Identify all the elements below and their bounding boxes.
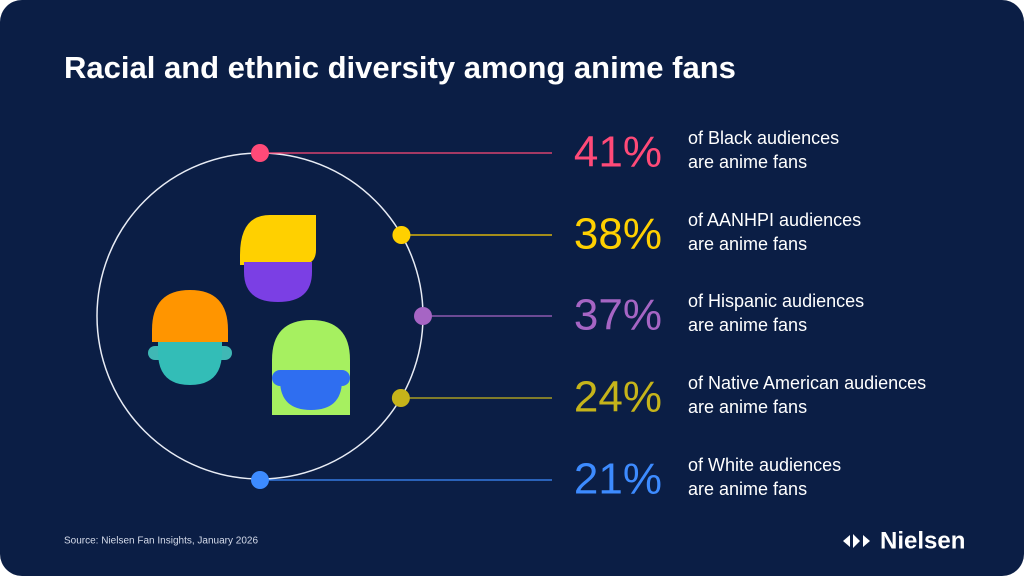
stat-line: are anime fans — [688, 479, 807, 499]
stat-value: 37% — [574, 291, 662, 340]
dot — [392, 226, 411, 244]
face — [158, 342, 222, 385]
stat-value: 21% — [574, 455, 662, 504]
stat-line: of Hispanic audiences — [688, 291, 864, 311]
stat-line: are anime fans — [688, 397, 807, 417]
dot — [414, 307, 432, 325]
stat-line: are anime fans — [688, 152, 807, 172]
stat-line: are anime fans — [688, 315, 807, 335]
face-hat — [152, 290, 228, 342]
face-hair — [240, 215, 316, 265]
stat-value: 24% — [574, 373, 662, 422]
stat-line: are anime fans — [688, 234, 807, 254]
dot — [391, 389, 410, 407]
stat-value: 41% — [574, 128, 662, 177]
logo: Nielsen — [843, 527, 965, 554]
face-band — [272, 370, 350, 386]
stat-line: of Native American audiences — [688, 373, 926, 393]
brand: Nielsen — [880, 527, 965, 554]
face — [244, 262, 312, 302]
stat-value: 38% — [574, 210, 662, 259]
title: Racial and ethnic diversity among anime … — [64, 50, 736, 85]
dot — [251, 144, 269, 162]
stat-line: of White audiences — [688, 455, 841, 475]
faces — [148, 215, 350, 415]
source: Source: Nielsen Fan Insights, January 20… — [64, 536, 258, 547]
stat-line: of AANHPI audiences — [688, 210, 861, 230]
logo-icon — [843, 534, 870, 548]
stat-line: of Black audiences — [688, 128, 839, 148]
dot — [251, 471, 269, 489]
